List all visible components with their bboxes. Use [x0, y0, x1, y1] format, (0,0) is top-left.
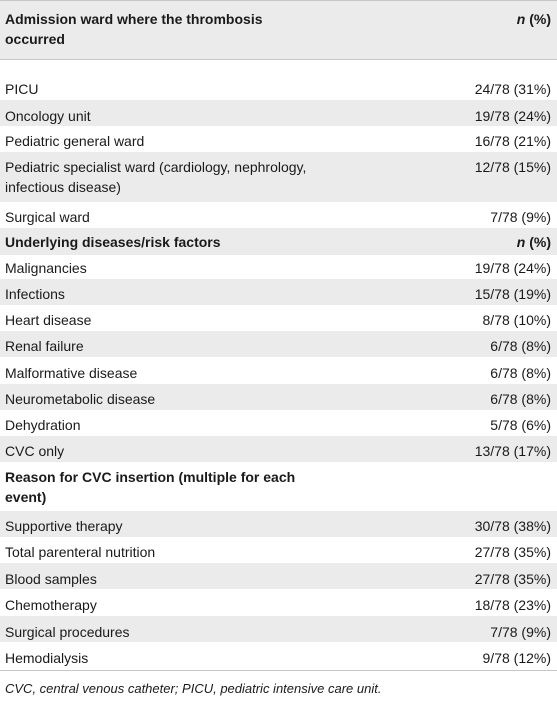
row-value: 6/78 (8%)	[490, 391, 551, 407]
table-row: Neurometabolic disease 6/78 (8%)	[0, 384, 557, 410]
row-label: CVC only	[5, 443, 65, 459]
table-row: Chemotherapy 18/78 (23%)	[0, 595, 557, 615]
row-value: 6/78 (8%)	[490, 365, 551, 381]
row-label: Neurometabolic disease	[5, 391, 156, 407]
row-value: 16/78 (21%)	[474, 133, 551, 149]
row-label: Renal failure	[5, 338, 84, 354]
table-row: Renal failure 6/78 (8%)	[0, 331, 557, 357]
row-value: 12/78 (15%)	[474, 159, 551, 175]
table-row: Malformative disease 6/78 (8%)	[0, 363, 557, 383]
row-label: Dehydration	[5, 417, 81, 433]
row-value: 19/78 (24%)	[474, 108, 551, 124]
table-row: Infections 15/78 (19%)	[0, 279, 557, 305]
table-row: Total parenteral nutrition 27/78 (35%)	[0, 542, 557, 562]
row-value: 30/78 (38%)	[474, 518, 551, 534]
row-value: 7/78 (9%)	[490, 624, 551, 640]
row-label: Pediatric specialist ward (cardiology, n…	[5, 159, 307, 195]
table-row: Dehydration 5/78 (6%)	[0, 415, 557, 435]
header-n: n (%)	[516, 234, 551, 250]
header-label: Admission ward where the thrombosis occu…	[5, 11, 263, 47]
row-label: PICU	[5, 81, 39, 97]
header-label: Reason for CVC insertion (multiple for e…	[5, 469, 296, 505]
row-label: Hemodialysis	[5, 650, 89, 666]
row-value: 9/78 (12%)	[482, 650, 551, 666]
table-row: Oncology unit 19/78 (24%)	[0, 100, 557, 126]
table-row: Pediatric specialist ward (cardiology, n…	[0, 152, 557, 202]
row-label: Chemotherapy	[5, 597, 97, 613]
row-label: Surgical ward	[5, 209, 90, 225]
table-row: Heart disease 8/78 (10%)	[0, 310, 557, 330]
row-label: Surgical procedures	[5, 624, 130, 640]
row-value: 6/78 (8%)	[490, 338, 551, 354]
table-row: Hemodialysis 9/78 (12%)	[0, 648, 557, 668]
row-value: 24/78 (31%)	[474, 81, 551, 97]
row-value: 13/78 (17%)	[474, 443, 551, 459]
row-label: Malignancies	[5, 260, 87, 276]
section-header-risk-factors: Underlying diseases/risk factors n (%)	[0, 228, 557, 255]
row-label: Malformative disease	[5, 365, 138, 381]
row-label: Infections	[5, 286, 65, 302]
top-rule	[0, 0, 557, 1]
table-row: Surgical procedures 7/78 (9%)	[0, 616, 557, 642]
table-row: Malignancies 19/78 (24%)	[0, 258, 557, 278]
header-rule	[0, 59, 557, 60]
section-header-cvc-reason: Reason for CVC insertion (multiple for e…	[0, 467, 557, 507]
row-label: Oncology unit	[5, 108, 91, 124]
table-row: Pediatric general ward 16/78 (21%)	[0, 131, 557, 151]
table-row: Supportive therapy 30/78 (38%)	[0, 511, 557, 537]
bottom-rule	[0, 670, 557, 671]
row-value: 8/78 (10%)	[482, 312, 551, 328]
row-value: 19/78 (24%)	[474, 260, 551, 276]
header-label: Underlying diseases/risk factors	[5, 234, 221, 250]
row-value: 27/78 (35%)	[474, 571, 551, 587]
header-n: n (%)	[516, 11, 551, 27]
row-value: 15/78 (19%)	[474, 286, 551, 302]
row-value: 27/78 (35%)	[474, 544, 551, 560]
table-row: Surgical ward 7/78 (9%)	[0, 207, 557, 227]
section-header-ward: Admission ward where the thrombosis occu…	[0, 1, 557, 59]
table-footnote: CVC, central venous catheter; PICU, pedi…	[5, 681, 382, 696]
row-label: Blood samples	[5, 571, 97, 587]
table-row: PICU 24/78 (31%)	[0, 79, 557, 99]
row-value: 18/78 (23%)	[474, 597, 551, 613]
table-row: CVC only 13/78 (17%)	[0, 436, 557, 462]
row-label: Total parenteral nutrition	[5, 544, 156, 560]
row-value: 5/78 (6%)	[490, 417, 551, 433]
row-label: Pediatric general ward	[5, 133, 145, 149]
row-label: Supportive therapy	[5, 518, 123, 534]
row-value: 7/78 (9%)	[490, 209, 551, 225]
row-label: Heart disease	[5, 312, 92, 328]
table-row: Blood samples 27/78 (35%)	[0, 563, 557, 589]
